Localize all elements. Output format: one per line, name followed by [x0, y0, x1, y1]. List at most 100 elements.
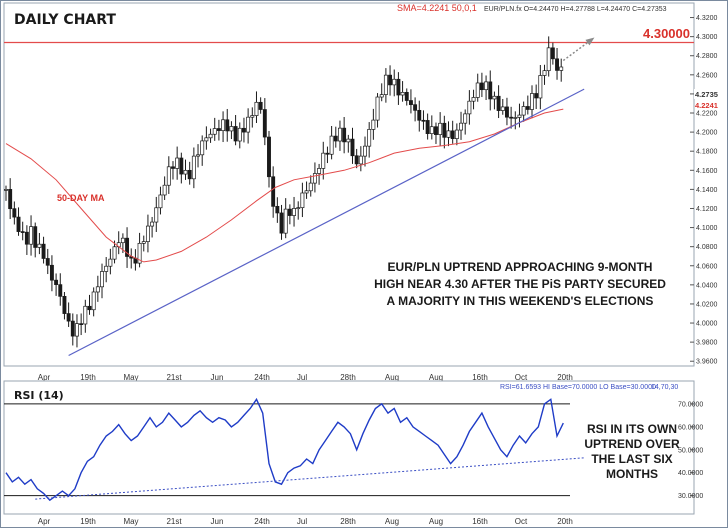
candle-body — [442, 122, 447, 138]
candle-body — [346, 138, 351, 143]
candle-body — [125, 237, 130, 257]
rsi-x-label: 16th — [472, 517, 488, 526]
candle-body — [12, 208, 17, 218]
candle-body — [233, 126, 238, 142]
price-x-label: Aug — [385, 373, 399, 382]
annotation-line-3: A MAJORITY IN THIS WEEKEND'S ELECTIONS — [387, 294, 654, 308]
price-x-label: 28th — [340, 373, 356, 382]
candle-body — [87, 305, 92, 311]
rsi-y-tick-label: 70.0000 — [678, 401, 703, 408]
candle-body — [229, 126, 234, 132]
candle-body — [459, 122, 463, 131]
candle-body — [488, 81, 493, 100]
price-x-label: Jun — [211, 373, 224, 382]
candle-body — [221, 119, 226, 131]
candle-body — [367, 129, 372, 147]
candle-body — [254, 101, 259, 116]
price-x-label: Apr — [38, 373, 51, 382]
candle-body — [534, 93, 539, 99]
candle-body — [542, 70, 547, 76]
candle-body — [200, 140, 205, 156]
candle-body — [308, 182, 313, 192]
candle-body — [538, 75, 543, 99]
candle-body — [559, 66, 564, 71]
candle-body — [496, 95, 501, 111]
rsi-x-label: Jun — [211, 517, 224, 526]
price-y-tick-label: 4.0600 — [696, 263, 718, 270]
candle-body — [363, 145, 367, 157]
candle-body — [75, 323, 79, 337]
price-trendline — [68, 88, 585, 357]
candle-body — [33, 226, 38, 248]
candle-body — [404, 92, 409, 101]
price-y-tick-label: 4.3000 — [696, 34, 718, 41]
price-y-tick-label: 4.2200 — [696, 111, 718, 118]
candle-body — [413, 104, 418, 111]
rsi-header: RSI=61.6593 HI Base=70.0000 LO Base=30.0… — [500, 384, 656, 391]
price-y-tick-label: 4.0800 — [696, 244, 718, 251]
candle-body — [338, 127, 342, 142]
candle-body — [450, 130, 455, 139]
candle-body — [304, 190, 309, 194]
candle-body — [271, 176, 276, 207]
rsi-x-label: Aug — [429, 517, 443, 526]
candle-body — [246, 116, 251, 133]
price-y-tick-label: 4.0400 — [696, 282, 718, 289]
price-y-tick-label: 4.1000 — [696, 225, 718, 232]
candle-body — [45, 258, 50, 266]
rsi-title: RSI (14) — [14, 389, 64, 402]
candle-body — [509, 116, 514, 119]
rsi-annotation: RSI IN ITS OWN UPTREND OVER THE LAST SIX… — [584, 422, 680, 481]
candle-body — [70, 320, 75, 337]
candle-body — [521, 106, 526, 116]
candle-body — [91, 291, 96, 311]
candle-body — [100, 271, 104, 288]
annotation-line-1: EUR/PLN UPTREND APPROACHING 9-MONTH — [388, 260, 653, 274]
candle-body — [388, 74, 393, 86]
candle-body — [383, 74, 388, 95]
rsi-x-label: Aug — [385, 517, 399, 526]
candle-body — [300, 192, 305, 209]
rsi-y-tick-label: 60.0000 — [678, 424, 703, 431]
candle-body — [145, 225, 150, 242]
price-y-tick-label: 4.0000 — [696, 321, 718, 328]
sma-value-label: 4.2241 — [695, 101, 718, 110]
rsi-y-tick-label: 30.0000 — [678, 493, 703, 500]
price-x-label: 20th — [557, 373, 573, 382]
candle-body — [392, 78, 397, 86]
candle-body — [500, 106, 505, 111]
candle-body — [95, 286, 100, 293]
candle-body — [250, 115, 255, 118]
candle-body — [371, 119, 376, 130]
candle-body — [296, 207, 301, 210]
rsi-panel: RSI (14) RSI=61.6593 HI Base=70.0000 LO … — [3, 380, 703, 526]
last-price-badge — [694, 89, 726, 99]
ohlc-header: EUR/PLN.fx O=4.24470 H=4.27788 L=4.24470… — [484, 6, 667, 13]
candle-body — [24, 231, 29, 245]
price-x-label: 24th — [254, 373, 270, 382]
price-y-tick-label: 4.0200 — [696, 301, 718, 308]
candle-body — [104, 265, 109, 272]
candle-body — [208, 133, 213, 139]
candle-body — [321, 152, 326, 169]
price-y-tick-label: 4.3200 — [696, 15, 718, 22]
candle-body — [463, 113, 468, 124]
candle-body — [41, 243, 46, 259]
candle-body — [54, 279, 59, 285]
rsi-x-label: May — [123, 517, 138, 526]
rsi-annotation-line-2: UPTREND OVER — [584, 437, 680, 451]
price-x-label: Oct — [515, 373, 528, 382]
candle-body — [446, 130, 451, 138]
candle-body — [425, 120, 430, 134]
candle-body — [342, 127, 347, 143]
price-y-tick-label: 4.1200 — [696, 206, 718, 213]
candle-body — [275, 205, 280, 214]
candle-body — [530, 93, 534, 110]
price-x-label: 21st — [166, 373, 182, 382]
rsi-x-label: 19th — [80, 517, 96, 526]
candle-body — [317, 168, 322, 174]
rsi-x-label: 21st — [166, 517, 182, 526]
rsi-x-label: Jul — [297, 517, 307, 526]
price-x-label: Jul — [297, 373, 307, 382]
candle-body — [162, 184, 167, 196]
